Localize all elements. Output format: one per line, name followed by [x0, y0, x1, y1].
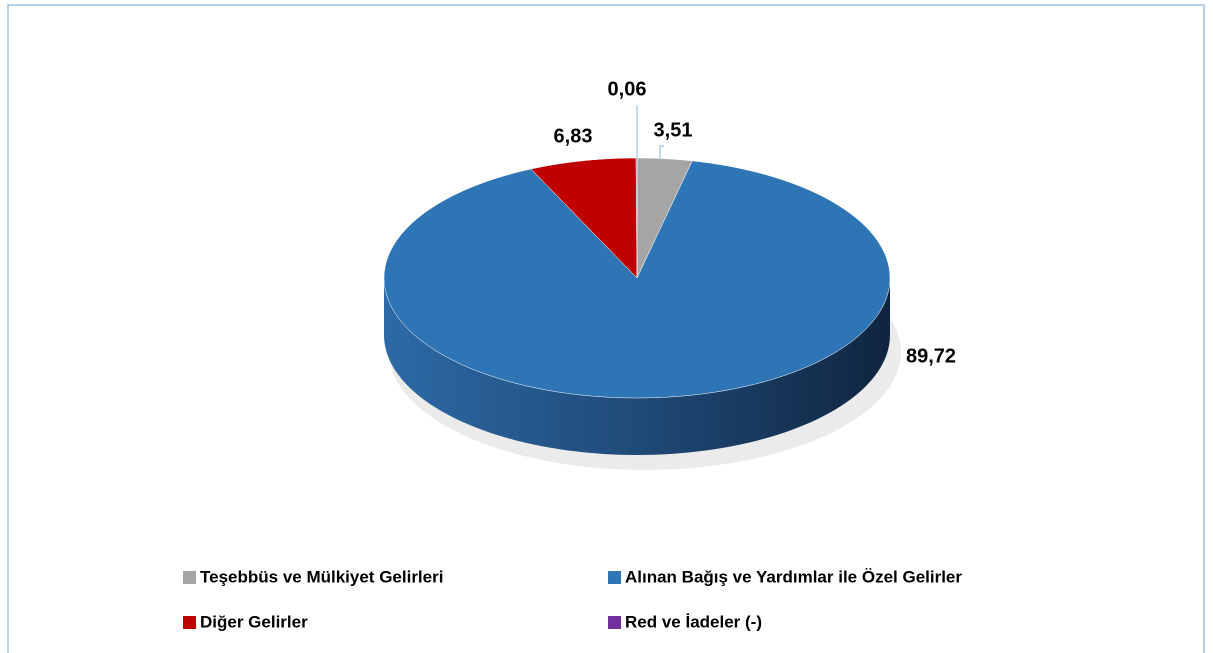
- data-label: 3,51: [654, 119, 693, 141]
- data-label: 0,06: [608, 78, 647, 100]
- legend-label: Teşebbüs ve Mülkiyet Gelirleri: [200, 567, 443, 586]
- legend-label: Diğer Gelirler: [200, 612, 308, 631]
- data-label: 6,83: [554, 125, 593, 147]
- data-label: 89,72: [906, 345, 956, 367]
- chart-frame: [7, 4, 1205, 653]
- slice-side: [384, 278, 890, 455]
- legend-label: Alınan Bağış ve Yardımlar ile Özel Gelir…: [625, 567, 962, 586]
- legend-swatch: [183, 616, 196, 629]
- legend-label: Red ve İadeler (-): [625, 612, 762, 631]
- legend-swatch: [183, 571, 196, 584]
- slice: [530, 157, 638, 279]
- legend-swatch: [608, 616, 621, 629]
- slice: [636, 157, 693, 279]
- slice: [383, 160, 891, 399]
- legend-swatch: [608, 571, 621, 584]
- leader-line: [659, 145, 664, 160]
